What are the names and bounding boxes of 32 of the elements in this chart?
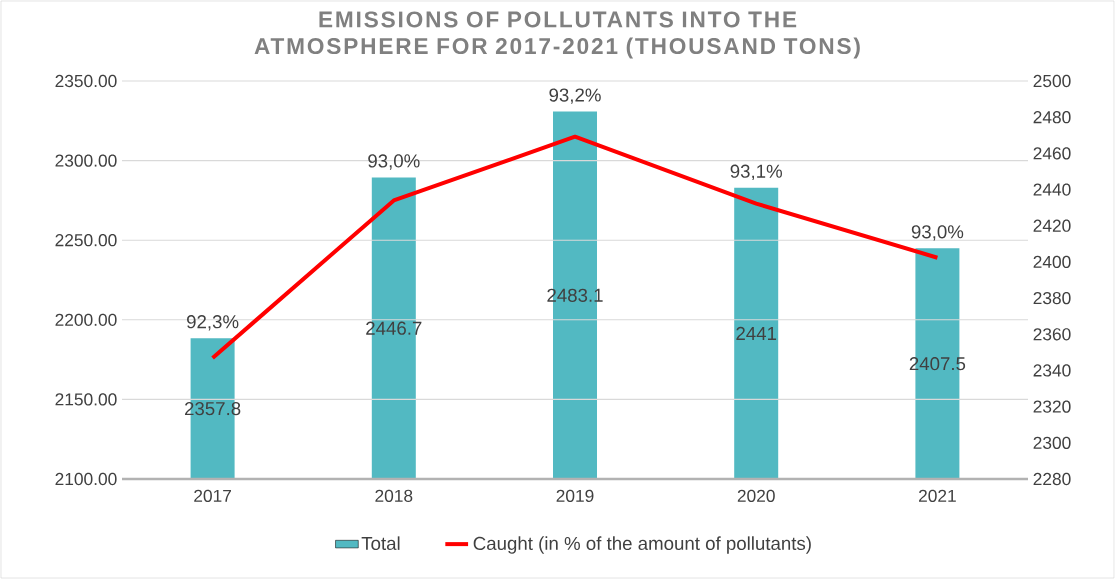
annotation: 93,0% — [911, 225, 964, 241]
y2-tick-label: 2280 — [1033, 472, 1071, 486]
y2-tick-label: 2340 — [1033, 364, 1071, 377]
y2-tick-label: 2420 — [1033, 219, 1071, 232]
annotation: 93,0% — [368, 154, 420, 170]
chart-title: EMISSIONS OF POLLUTANTS INTO THE ATMOSPHERE FOR 2017-2021 (THOUSAND TONS) — [254, 11, 860, 59]
y2-tick-label: 2360 — [1033, 328, 1071, 341]
y2-tick-label: 2440 — [1033, 183, 1071, 196]
y2-tick-label: 2400 — [1033, 255, 1071, 269]
y2-tick-label: 2480 — [1033, 111, 1071, 124]
x-tick-label: 2021 — [919, 489, 956, 502]
legend-label: Total — [361, 536, 400, 551]
y2-tick-label: 2500 — [1033, 74, 1071, 88]
y2-tick-label: 2380 — [1033, 291, 1071, 305]
data-label: 2441 — [736, 326, 777, 340]
y2-tick-label: 2320 — [1033, 400, 1071, 413]
y-tick-label: 2250.00 — [55, 234, 117, 247]
legend-label: Caught (in % of the amount of pollutants) — [473, 536, 811, 554]
x-tick-label: 2019 — [556, 489, 594, 502]
x-tick-label: 2017 — [194, 489, 231, 502]
y-tick-label: 2200.00 — [55, 313, 117, 326]
y-tick-label: 2300.00 — [55, 154, 117, 167]
y2-tick-label: 2300 — [1033, 436, 1071, 449]
annotation: 93,1% — [730, 164, 782, 181]
y-tick-label: 2350.00 — [55, 74, 117, 88]
y-tick-label: 2150.00 — [55, 393, 117, 406]
annotation: 92,3% — [187, 315, 239, 331]
x-tick-label: 2020 — [737, 489, 775, 502]
x-tick-label: 2018 — [375, 489, 413, 502]
annotation: 93,2% — [549, 88, 601, 104]
y2-tick-label: 2460 — [1033, 147, 1071, 160]
y-tick-label: 2100.00 — [55, 472, 117, 486]
